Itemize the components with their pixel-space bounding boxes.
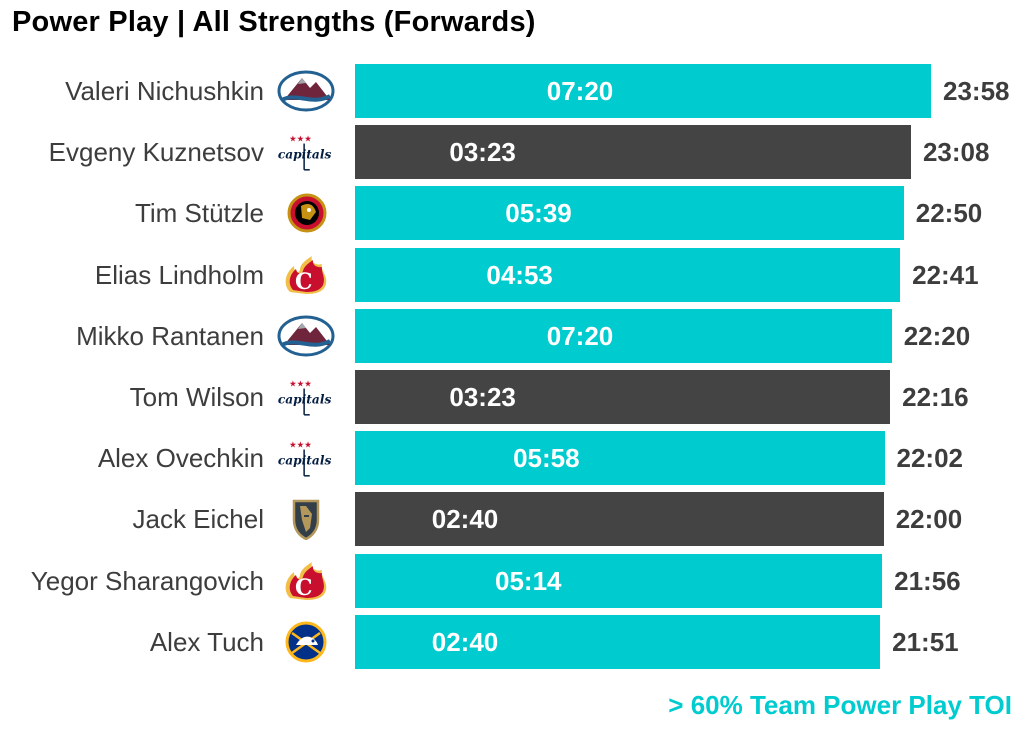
total-toi-label: 22:41 <box>912 259 979 290</box>
capitals-logo-icon: ★★★capitals <box>276 437 336 479</box>
toi-bar <box>355 308 892 363</box>
total-toi-label: 22:00 <box>895 504 963 535</box>
pp-toi-label: 04:53 <box>486 259 553 290</box>
total-toi-label: 22:50 <box>915 198 983 229</box>
total-toi-label: 23:58 <box>943 76 1010 106</box>
total-toi-label: 23:08 <box>922 137 990 168</box>
golden-knights-logo-icon <box>276 498 336 541</box>
bar-row: Jack Eichel 02:40 22:00 <box>0 492 1024 547</box>
pp-toi-label: 02:40 <box>431 504 499 535</box>
flames-logo-icon: C <box>276 560 336 602</box>
legend-note: > 60% Team Power Play TOI <box>668 690 1012 720</box>
flames-logo-icon: C <box>276 254 336 296</box>
bar-row: Mikko Rantanen 07:20 22:20 <box>0 308 1024 363</box>
bar-row: Elias Lindholm C 04:53 22:41 <box>0 247 1024 302</box>
bar-row: Yegor Sharangovich C 05:14 21:56 <box>0 553 1024 608</box>
svg-text:★★★: ★★★ <box>289 134 312 144</box>
player-name-label: Evgeny Kuznetsov <box>48 137 264 168</box>
senators-logo-icon <box>276 192 336 234</box>
bar-row: Tim Stützle 05:39 22:50 <box>0 186 1024 241</box>
player-name-label: Alex Tuch <box>149 626 264 657</box>
svg-text:C: C <box>295 269 313 295</box>
toi-bar <box>355 431 885 486</box>
toi-bar <box>355 614 881 669</box>
bar-row: Evgeny Kuznetsov ★★★capitals 03:23 23:08 <box>0 125 1024 180</box>
toi-bar <box>355 370 891 424</box>
total-toi-label: 22:02 <box>896 443 964 474</box>
player-name-label: Elias Lindholm <box>94 259 264 290</box>
player-name-label: Yegor Sharangovich <box>30 565 264 596</box>
capitals-logo-icon: ★★★capitals <box>276 131 336 173</box>
pp-toi-label: 05:14 <box>495 565 562 596</box>
total-toi-label: 21:56 <box>894 565 961 596</box>
toi-bar <box>355 125 911 180</box>
toi-bar <box>355 64 931 118</box>
total-toi-label: 22:20 <box>903 320 971 351</box>
bar-row: Alex Ovechkin ★★★capitals 05:58 22:02 <box>0 431 1024 486</box>
player-name-label: Mikko Rantanen <box>76 320 264 351</box>
player-name-label: Alex Ovechkin <box>97 443 264 474</box>
player-name-label: Jack Eichel <box>132 504 265 535</box>
toi-bar <box>355 247 901 302</box>
capitals-logo-icon: ★★★capitals <box>276 376 336 418</box>
total-toi-label: 21:51 <box>892 626 959 657</box>
pp-toi-label: 07:20 <box>546 320 614 351</box>
pp-toi-label: 02:40 <box>431 626 499 657</box>
bar-row: Alex Tuch 02:40 21:51 <box>0 614 1024 669</box>
toi-bar <box>355 186 904 241</box>
toi-bar <box>355 492 884 547</box>
chart-title: Power Play | All Strengths (Forwards) <box>12 6 536 38</box>
player-name-label: Tim Stützle <box>134 198 264 229</box>
sabres-logo-icon <box>276 621 336 663</box>
pp-toi-label: 07:20 <box>546 76 614 106</box>
svg-text:★★★: ★★★ <box>289 379 312 389</box>
avalanche-logo-icon <box>276 70 336 112</box>
total-toi-label: 22:16 <box>902 382 969 412</box>
avalanche-logo-icon <box>276 315 336 357</box>
pp-toi-label: 03:23 <box>449 382 516 412</box>
bar-row: Valeri Nichushkin 07:20 23:58 <box>0 64 1024 118</box>
pp-toi-label: 03:23 <box>449 137 516 168</box>
pp-toi-label: 05:39 <box>505 198 572 229</box>
svg-text:★★★: ★★★ <box>289 440 312 450</box>
bar-row: Tom Wilson ★★★capitals 03:23 22:16 <box>0 370 1024 424</box>
toi-bar <box>355 553 883 608</box>
player-name-label: Tom Wilson <box>129 382 264 412</box>
svg-text:C: C <box>295 575 313 601</box>
player-name-label: Valeri Nichushkin <box>65 76 264 106</box>
pp-toi-label: 05:58 <box>513 443 580 474</box>
